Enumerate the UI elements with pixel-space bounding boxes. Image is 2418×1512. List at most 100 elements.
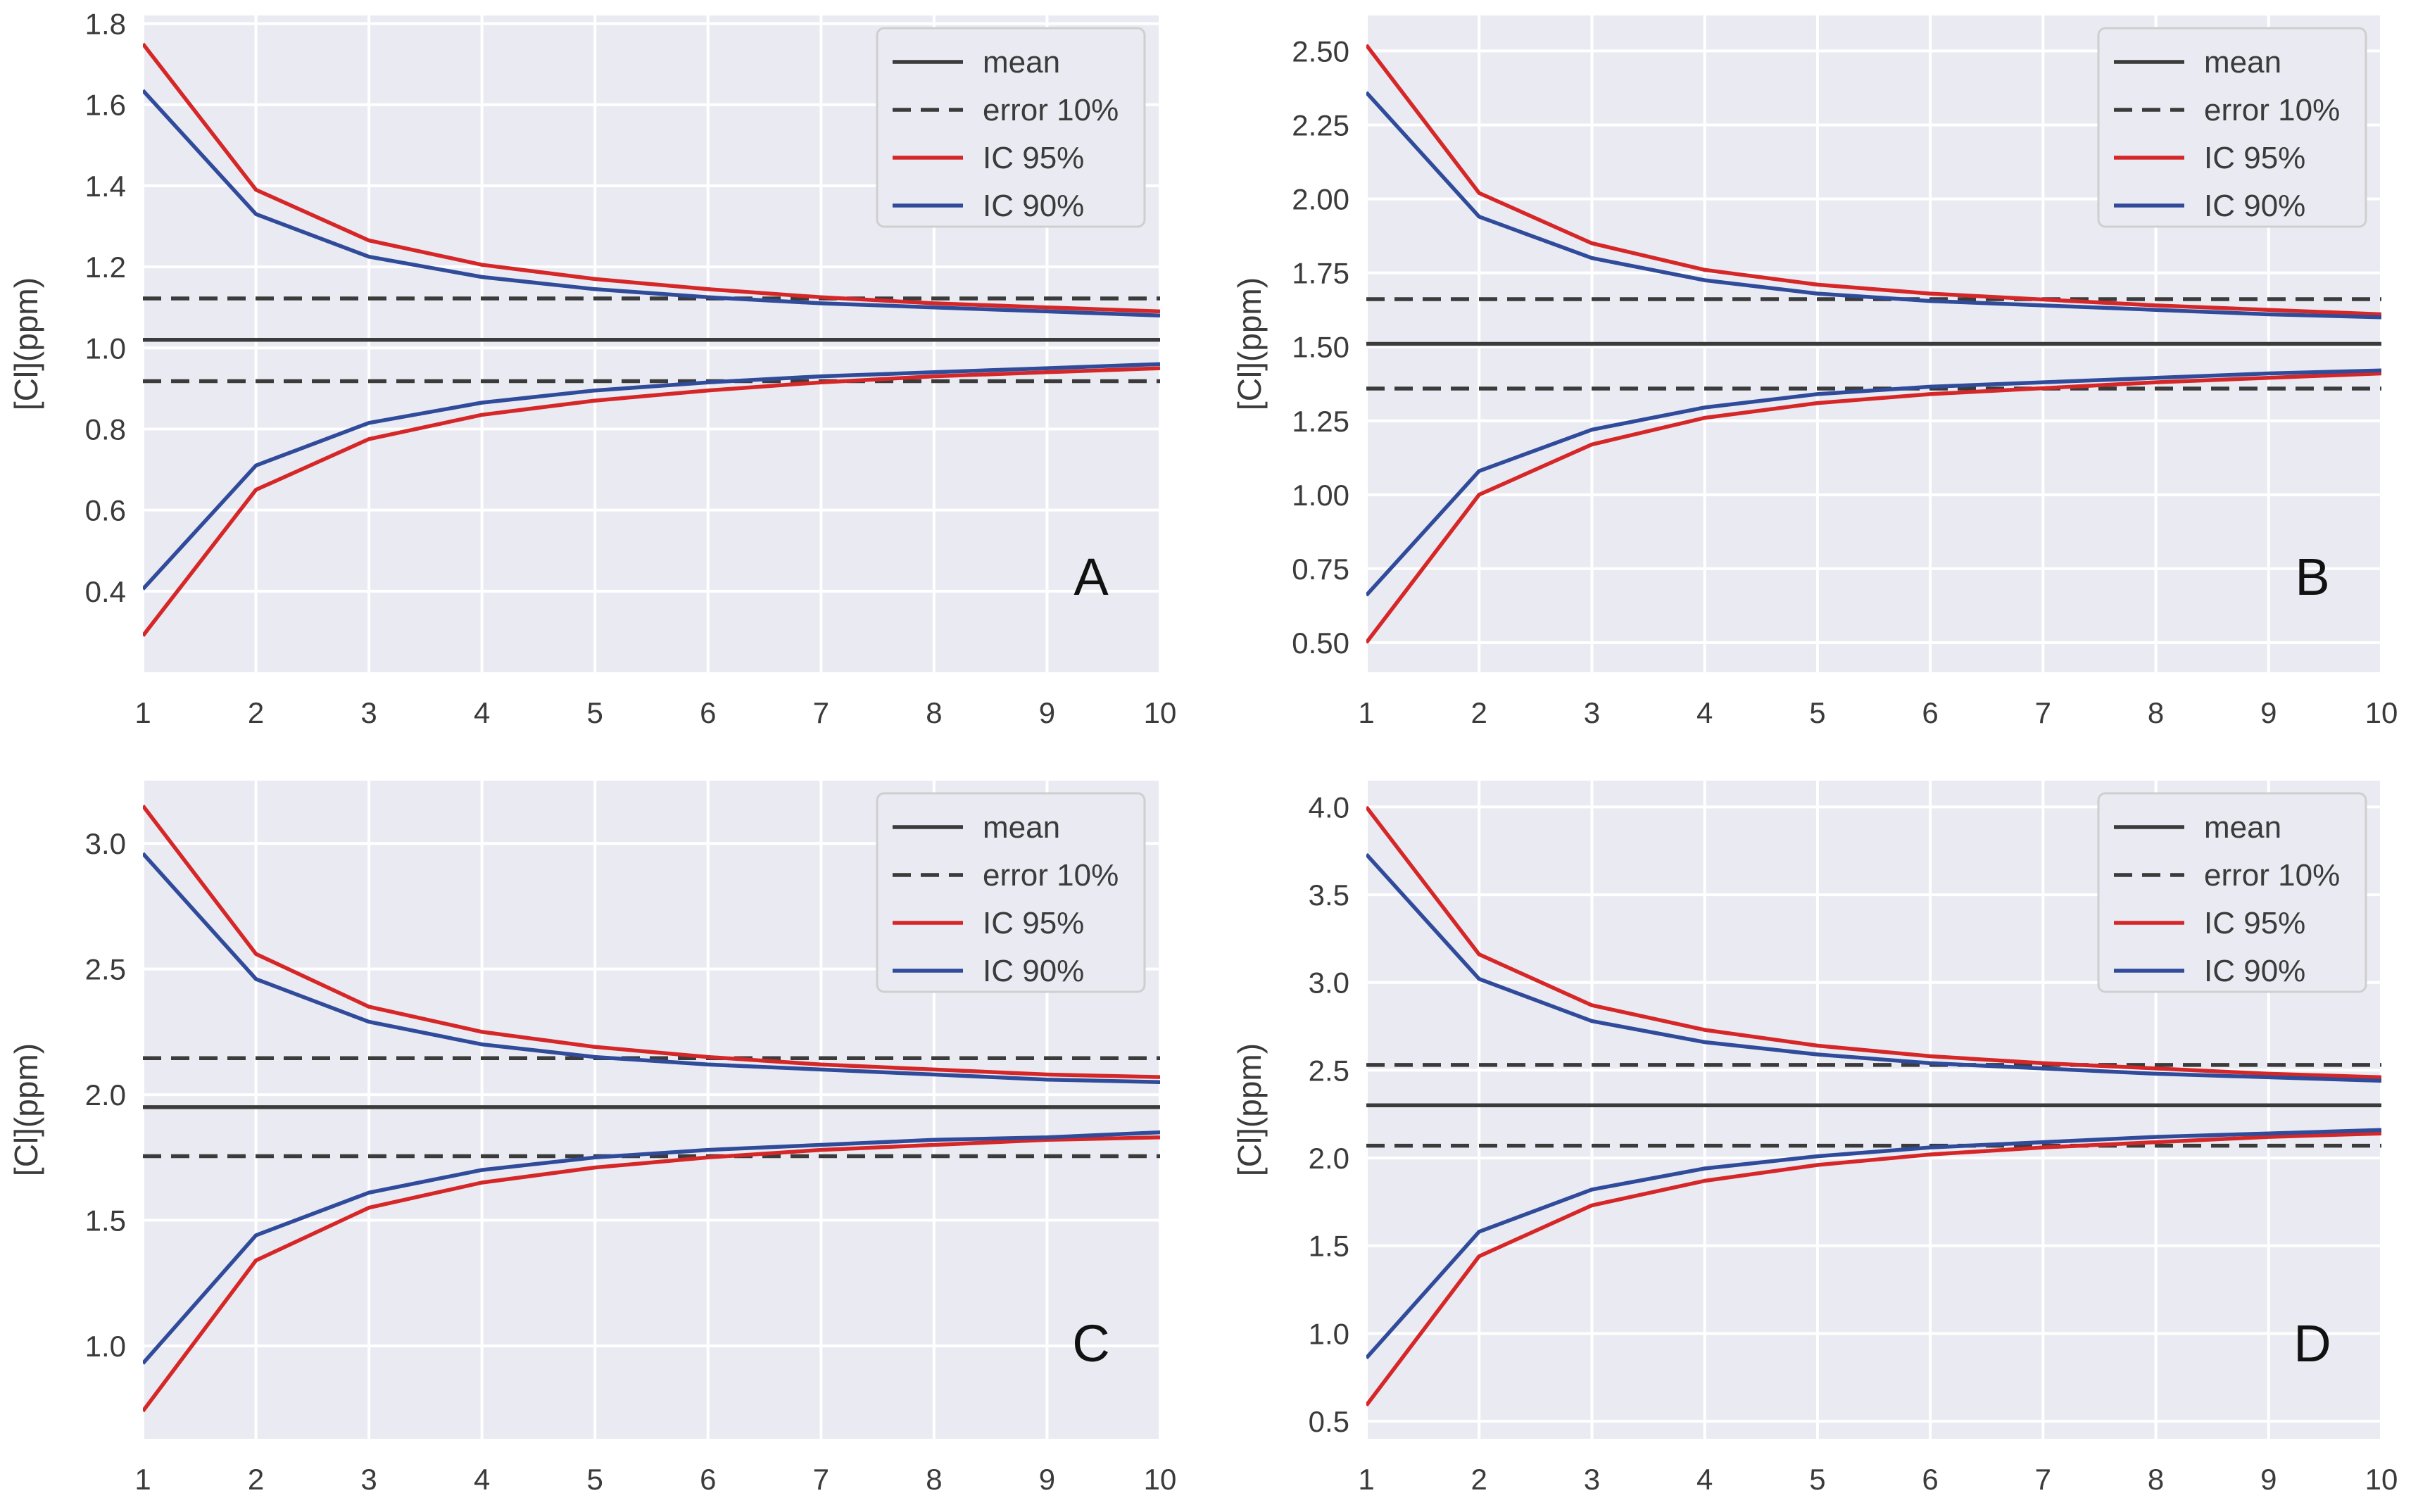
panel-c-x-tick-label: 6 [700, 1463, 716, 1496]
panel-c-legend-label: IC 90% [983, 954, 1084, 988]
panel-d-legend-box [2097, 792, 2367, 993]
panel-c-x-tick-label: 3 [360, 1463, 377, 1496]
panel-d-series-ic-95 [1366, 805, 2381, 1080]
panel-a-y-tick-label: 1.6 [85, 89, 126, 122]
panel-a-series-ic-90 [143, 89, 1160, 317]
panel-d-y-tick-label: 1.0 [1309, 1317, 1349, 1350]
panel-b-legend-box [2097, 27, 2367, 228]
panel-c-series-ic-90 [143, 852, 1160, 1084]
panel-c-legend-box [876, 792, 1146, 993]
panel-a-legend-label: IC 95% [983, 141, 1084, 175]
panel-d-legend-label: error 10% [2204, 858, 2340, 893]
panel-a-x-tick-label: 7 [813, 696, 829, 729]
panel-b-y-tick-label: 1.75 [1292, 257, 1349, 290]
panel-d-y-tick-label: 3.0 [1309, 966, 1349, 1000]
panel-c-x-tick-label: 9 [1039, 1463, 1055, 1496]
panel-b-series-ic-95-lower [1366, 371, 2381, 644]
panel-c: 1 2 3 4 5 6 7 8 9 10 1.0 1.5 2.0 2.5 3.0 [Cl](ppm) mean e… [8, 781, 1176, 1496]
panel-b-y-tick-label: 2.00 [1292, 183, 1349, 216]
panel-d-x-tick-label: 3 [1584, 1463, 1600, 1496]
panel-d-x-tick-label: 1 [1358, 1463, 1374, 1496]
panel-b-x-tick-label: 6 [1922, 696, 1938, 729]
panel-d-x-tick-label: 4 [1696, 1463, 1713, 1496]
panel-c-legend-label: error 10% [983, 858, 1119, 893]
panel-b: 1 2 3 4 5 6 7 8 9 10 0.50 0.75 1.00 1.25 1.50 1.75 2.00 2… [1231, 15, 2398, 729]
panel-b-legend-label: error 10% [2204, 93, 2340, 127]
panel-c-y-tick-label: 1.5 [85, 1204, 126, 1237]
panel-c-y-tick-label: 3.0 [85, 827, 126, 860]
panel-b-legend: mean error 10% IC 95% IC 90% [2097, 27, 2367, 228]
panel-b-legend-label: mean [2204, 45, 2281, 80]
panel-d-legend: mean error 10% IC 95% IC 90% [2097, 792, 2367, 993]
panel-c-x-tick-label: 7 [813, 1463, 829, 1496]
panel-b-y-tick-label: 1.00 [1292, 479, 1349, 512]
panel-b-x-tick-label: 7 [2035, 696, 2051, 729]
panel-d-series-ic-90 [1366, 852, 2381, 1083]
panel-d-y-tick-label: 1.5 [1309, 1230, 1349, 1263]
panel-b-y-tick-label: 2.50 [1292, 34, 1349, 68]
panel-a-legend-box [876, 27, 1146, 228]
panel-b-series-ic-95 [1366, 44, 2381, 317]
panel-d-y-tick-label: 4.0 [1309, 790, 1349, 824]
panel-c-y-tick-label: 2.5 [85, 953, 126, 986]
panel-b-x-tick-label: 4 [1696, 696, 1713, 729]
panel-b-y-tick-label: 1.50 [1292, 331, 1349, 364]
panel-c-series-ic-95-lower [143, 1135, 1160, 1413]
panel-a-series-ic-90-lower [143, 362, 1160, 591]
panel-a-legend-label: mean [983, 45, 1060, 80]
panel-a-x-tick-label: 8 [926, 696, 942, 729]
panel-b-legend-label: IC 90% [2204, 189, 2305, 223]
panel-b-y-tick-label: 2.25 [1292, 109, 1349, 142]
panel-a-x-tick-label: 1 [134, 696, 151, 729]
panel-a-y-tick-label: 0.4 [85, 575, 126, 608]
panel-d-y-tick-label: 0.5 [1309, 1405, 1349, 1438]
panel-d-legend-label: IC 95% [2204, 906, 2305, 940]
panel-a-x-tick-label: 4 [474, 696, 490, 729]
panel-d-x-tick-label: 9 [2260, 1463, 2277, 1496]
panel-a-x-tick-label: 2 [248, 696, 264, 729]
panel-b-x-tick-label: 3 [1584, 696, 1600, 729]
panel-a-x-tick-label: 6 [700, 696, 716, 729]
panel-c-x-tick-label: 4 [474, 1463, 490, 1496]
panel-a-legend-label: IC 90% [983, 189, 1084, 223]
panel-b-panel-label: B [2295, 548, 2329, 606]
panel-a-panel-label: A [1073, 548, 1109, 606]
panel-d-series-ic-95-lower [1366, 1131, 2381, 1407]
panel-c-legend: mean error 10% IC 95% IC 90% [876, 792, 1146, 993]
panel-a-series-ic-95-lower [143, 366, 1160, 637]
panel-a-legend: mean error 10% IC 95% IC 90% [876, 27, 1146, 228]
panel-d-series-ic-90-lower [1366, 1128, 2381, 1360]
panel-a-series-ic-95 [143, 42, 1160, 314]
panel-c-x-tick-label: 1 [134, 1463, 151, 1496]
panel-d-x-tick-label: 8 [2148, 1463, 2164, 1496]
panel-b-legend-label: IC 95% [2204, 141, 2305, 175]
panel-b-y-axis-label: [Cl](ppm) [1231, 277, 1268, 410]
panel-a-x-tick-label: 3 [360, 696, 377, 729]
panel-a-x-tick-label: 5 [587, 696, 603, 729]
panel-a-legend-label: error 10% [983, 93, 1119, 127]
panel-c-x-tick-label: 2 [248, 1463, 264, 1496]
panel-c-y-tick-label: 2.0 [85, 1078, 126, 1111]
panel-b-x-tick-label: 1 [1358, 696, 1374, 729]
panel-d-legend-label: mean [2204, 810, 2281, 845]
panel-c-legend-label: IC 95% [983, 906, 1084, 940]
panel-d-y-tick-label: 2.0 [1309, 1142, 1349, 1175]
panel-a-x-tick-label: 9 [1039, 696, 1055, 729]
panel-a: 1 2 3 4 5 6 7 8 9 10 0.4 0.6 0.8 1.0 1.2 1.4 1.6 1.8 [Cl](… [8, 8, 1176, 729]
panel-d-legend-label: IC 90% [2204, 954, 2305, 988]
panel-d-x-tick-label: 6 [1922, 1463, 1938, 1496]
panel-c-x-tick-label: 5 [587, 1463, 603, 1496]
panel-d-y-tick-label: 2.5 [1309, 1054, 1349, 1087]
panel-d-y-axis-label: [Cl](ppm) [1231, 1043, 1268, 1176]
panel-a-y-tick-label: 1.8 [85, 8, 126, 41]
panel-a-y-axis-label: [Cl](ppm) [8, 277, 44, 410]
panel-d-x-tick-label: 10 [2365, 1463, 2398, 1496]
panel-d: 1 2 3 4 5 6 7 8 9 10 0.5 1.0 1.5 2.0 2.5 3.0 3.5 4.0 [Cl](… [1231, 781, 2398, 1496]
panel-c-series-ic-90-lower [143, 1130, 1160, 1365]
panel-a-x-tick-label: 10 [1144, 696, 1177, 729]
panel-b-y-tick-label: 0.75 [1292, 553, 1349, 586]
panel-b-series-ic-90 [1366, 91, 2381, 320]
panel-d-x-tick-label: 7 [2035, 1463, 2051, 1496]
